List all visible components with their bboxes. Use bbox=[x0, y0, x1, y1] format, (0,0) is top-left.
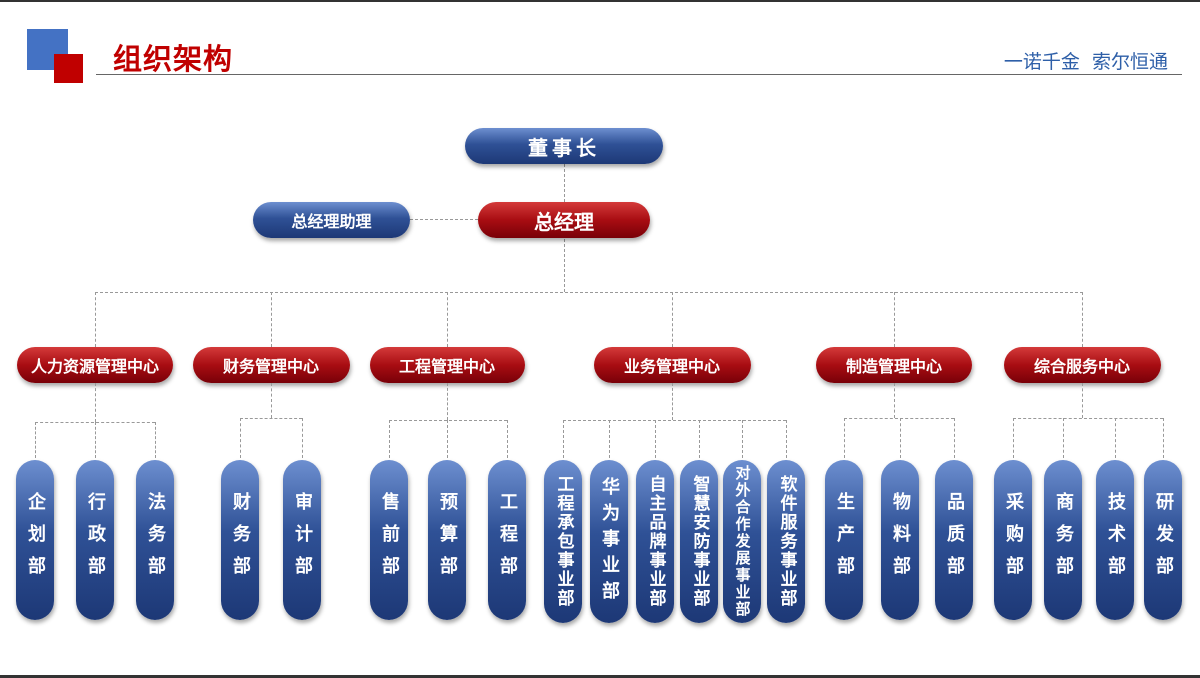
connector bbox=[1013, 418, 1163, 419]
page-title: 组织架构 bbox=[113, 42, 234, 76]
connector bbox=[672, 292, 673, 347]
connector bbox=[563, 420, 564, 458]
connector bbox=[844, 418, 954, 419]
department-label: 审计部 bbox=[292, 492, 313, 588]
department-node[interactable]: 商务部 bbox=[1044, 460, 1082, 620]
connector bbox=[447, 383, 448, 420]
department-label: 物料部 bbox=[890, 492, 911, 588]
department-node[interactable]: 行政部 bbox=[76, 460, 114, 620]
department-label: 华为事业部 bbox=[599, 476, 620, 607]
connector bbox=[844, 418, 845, 458]
connector bbox=[447, 420, 448, 458]
center-node[interactable]: 财务管理中心 bbox=[192, 347, 350, 383]
department-node[interactable]: 自主品牌事业部 bbox=[636, 460, 674, 623]
connector bbox=[1115, 418, 1116, 458]
center-node[interactable]: 综合服务中心 bbox=[1003, 347, 1161, 383]
department-node[interactable]: 生产部 bbox=[825, 460, 863, 620]
department-node[interactable]: 物料部 bbox=[881, 460, 919, 620]
department-label: 自主品牌事业部 bbox=[645, 475, 666, 608]
connector bbox=[447, 292, 448, 347]
connector bbox=[95, 383, 96, 422]
department-node[interactable]: 预算部 bbox=[428, 460, 466, 620]
connector bbox=[95, 422, 96, 458]
center-node[interactable]: 工程管理中心 bbox=[369, 347, 525, 383]
connector bbox=[655, 420, 656, 458]
department-node[interactable]: 财务部 bbox=[221, 460, 259, 620]
gm-node[interactable]: 总经理 bbox=[478, 202, 650, 238]
connector bbox=[1082, 383, 1083, 418]
department-label: 软件服务事业部 bbox=[776, 475, 797, 608]
department-label: 企划部 bbox=[25, 492, 46, 588]
department-label: 品质部 bbox=[944, 492, 965, 588]
connector bbox=[563, 420, 786, 421]
department-node[interactable]: 品质部 bbox=[935, 460, 973, 620]
connector bbox=[507, 420, 508, 458]
department-label: 生产部 bbox=[834, 492, 855, 588]
department-label: 技术部 bbox=[1105, 492, 1126, 588]
department-node[interactable]: 工程部 bbox=[488, 460, 526, 620]
bottom-border bbox=[0, 675, 1200, 678]
connector bbox=[95, 292, 96, 347]
connector bbox=[894, 383, 895, 418]
gm-assistant-node[interactable]: 总经理助理 bbox=[253, 202, 410, 238]
center-node[interactable]: 业务管理中心 bbox=[593, 347, 751, 383]
connector bbox=[155, 422, 156, 458]
connector bbox=[894, 292, 895, 347]
connector bbox=[240, 418, 302, 419]
department-label: 研发部 bbox=[1153, 492, 1174, 588]
department-node[interactable]: 售前部 bbox=[370, 460, 408, 620]
connector bbox=[271, 292, 272, 347]
department-node[interactable]: 智慧安防事业部 bbox=[680, 460, 718, 623]
connector bbox=[672, 383, 673, 420]
chairman-node[interactable]: 董事长 bbox=[465, 128, 663, 164]
department-label: 工程承包事业部 bbox=[553, 475, 574, 608]
department-label: 售前部 bbox=[379, 492, 400, 588]
department-label: 法务部 bbox=[145, 492, 166, 588]
title-underline bbox=[96, 74, 1182, 75]
connector bbox=[35, 422, 36, 458]
department-node[interactable]: 工程承包事业部 bbox=[544, 460, 582, 623]
top-border bbox=[0, 0, 1200, 2]
connector bbox=[742, 420, 743, 458]
connector bbox=[240, 418, 241, 458]
department-node[interactable]: 技术部 bbox=[1096, 460, 1134, 620]
department-label: 工程部 bbox=[497, 492, 518, 588]
logo-red-square bbox=[54, 54, 83, 83]
department-label: 财务部 bbox=[230, 492, 251, 588]
department-label: 商务部 bbox=[1053, 492, 1074, 588]
connector bbox=[954, 418, 955, 458]
department-node[interactable]: 华为事业部 bbox=[590, 460, 628, 623]
department-label: 对外合作发展事业部 bbox=[733, 465, 752, 618]
department-label: 采购部 bbox=[1003, 492, 1024, 588]
department-label: 智慧安防事业部 bbox=[689, 475, 710, 608]
connector bbox=[410, 219, 478, 220]
connector bbox=[786, 420, 787, 458]
department-node[interactable]: 法务部 bbox=[136, 460, 174, 620]
connector bbox=[302, 418, 303, 458]
center-node[interactable]: 制造管理中心 bbox=[816, 347, 972, 383]
department-label: 行政部 bbox=[85, 492, 106, 588]
center-node[interactable]: 人力资源管理中心 bbox=[17, 347, 173, 383]
connector bbox=[95, 292, 1083, 293]
connector bbox=[609, 420, 610, 458]
department-node[interactable]: 采购部 bbox=[994, 460, 1032, 620]
connector bbox=[900, 418, 901, 458]
connector bbox=[271, 383, 272, 418]
connector bbox=[699, 420, 700, 458]
department-node[interactable]: 审计部 bbox=[283, 460, 321, 620]
connector bbox=[1082, 292, 1083, 347]
connector bbox=[389, 420, 507, 421]
slogan: 一诺千金 索尔恒通 bbox=[1003, 51, 1168, 73]
department-node[interactable]: 企划部 bbox=[16, 460, 54, 620]
connector bbox=[1163, 418, 1164, 458]
connector bbox=[1063, 418, 1064, 458]
connector bbox=[1013, 418, 1014, 458]
connector bbox=[389, 420, 390, 458]
department-label: 预算部 bbox=[437, 492, 458, 588]
department-node[interactable]: 对外合作发展事业部 bbox=[723, 460, 761, 623]
department-node[interactable]: 软件服务事业部 bbox=[767, 460, 805, 623]
department-node[interactable]: 研发部 bbox=[1144, 460, 1182, 620]
